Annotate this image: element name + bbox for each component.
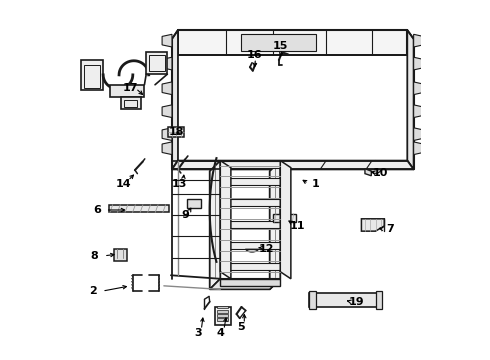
Text: 19: 19 <box>348 297 364 307</box>
Text: 14: 14 <box>116 179 131 189</box>
Text: 8: 8 <box>90 251 98 261</box>
Circle shape <box>311 297 317 303</box>
Text: 5: 5 <box>238 323 245 333</box>
Text: 15: 15 <box>272 41 288 51</box>
Polygon shape <box>215 307 231 325</box>
Circle shape <box>136 89 141 94</box>
Circle shape <box>114 89 119 94</box>
Polygon shape <box>220 242 280 249</box>
Polygon shape <box>220 221 280 228</box>
Text: 10: 10 <box>373 168 389 178</box>
Polygon shape <box>168 127 184 137</box>
Polygon shape <box>162 142 172 154</box>
Circle shape <box>121 89 126 94</box>
Polygon shape <box>218 306 228 309</box>
Circle shape <box>335 297 341 303</box>
Polygon shape <box>414 142 423 154</box>
Polygon shape <box>375 291 382 309</box>
Text: 11: 11 <box>290 221 306 231</box>
Polygon shape <box>162 128 172 140</box>
Circle shape <box>128 89 133 94</box>
Text: 16: 16 <box>246 50 262 60</box>
Polygon shape <box>414 57 423 70</box>
Polygon shape <box>162 105 172 118</box>
Text: 9: 9 <box>181 210 189 220</box>
Polygon shape <box>220 178 280 185</box>
Polygon shape <box>81 60 103 90</box>
Polygon shape <box>414 82 423 95</box>
Polygon shape <box>162 57 172 70</box>
Polygon shape <box>272 213 296 222</box>
Text: 3: 3 <box>195 328 202 338</box>
Text: 4: 4 <box>217 328 224 338</box>
Polygon shape <box>187 199 201 208</box>
Polygon shape <box>280 161 291 279</box>
Text: 12: 12 <box>258 244 274 254</box>
Polygon shape <box>414 128 423 140</box>
Polygon shape <box>110 85 145 97</box>
Polygon shape <box>220 161 280 168</box>
Polygon shape <box>362 219 384 231</box>
Polygon shape <box>309 291 316 309</box>
Polygon shape <box>365 169 371 176</box>
Text: 2: 2 <box>89 286 97 296</box>
Polygon shape <box>114 249 127 261</box>
Text: 7: 7 <box>386 224 393 234</box>
Circle shape <box>367 297 372 303</box>
Polygon shape <box>218 314 228 317</box>
Circle shape <box>343 297 348 303</box>
Polygon shape <box>162 34 172 47</box>
Polygon shape <box>270 161 280 289</box>
Circle shape <box>159 206 165 211</box>
Polygon shape <box>309 293 382 307</box>
Polygon shape <box>407 30 414 170</box>
Polygon shape <box>220 161 231 279</box>
Polygon shape <box>218 318 228 321</box>
Text: 13: 13 <box>172 179 187 189</box>
Text: 1: 1 <box>312 179 319 189</box>
Polygon shape <box>220 199 280 207</box>
Polygon shape <box>146 52 168 74</box>
Text: 6: 6 <box>94 205 101 215</box>
Polygon shape <box>121 97 141 109</box>
Polygon shape <box>176 30 407 55</box>
Circle shape <box>359 297 364 303</box>
Circle shape <box>374 297 380 303</box>
Circle shape <box>327 297 333 303</box>
Polygon shape <box>220 279 280 286</box>
Polygon shape <box>172 161 414 170</box>
Polygon shape <box>172 30 178 170</box>
Text: 17: 17 <box>122 83 138 93</box>
Ellipse shape <box>245 243 259 252</box>
Polygon shape <box>218 310 228 312</box>
Polygon shape <box>210 161 220 289</box>
Circle shape <box>319 297 324 303</box>
Polygon shape <box>210 279 280 289</box>
Circle shape <box>113 206 119 211</box>
Circle shape <box>351 297 356 303</box>
Polygon shape <box>162 82 172 95</box>
Polygon shape <box>414 34 423 47</box>
Polygon shape <box>414 105 423 118</box>
Polygon shape <box>109 205 169 212</box>
Polygon shape <box>242 33 316 51</box>
Polygon shape <box>220 263 280 270</box>
Text: 18: 18 <box>169 127 184 138</box>
